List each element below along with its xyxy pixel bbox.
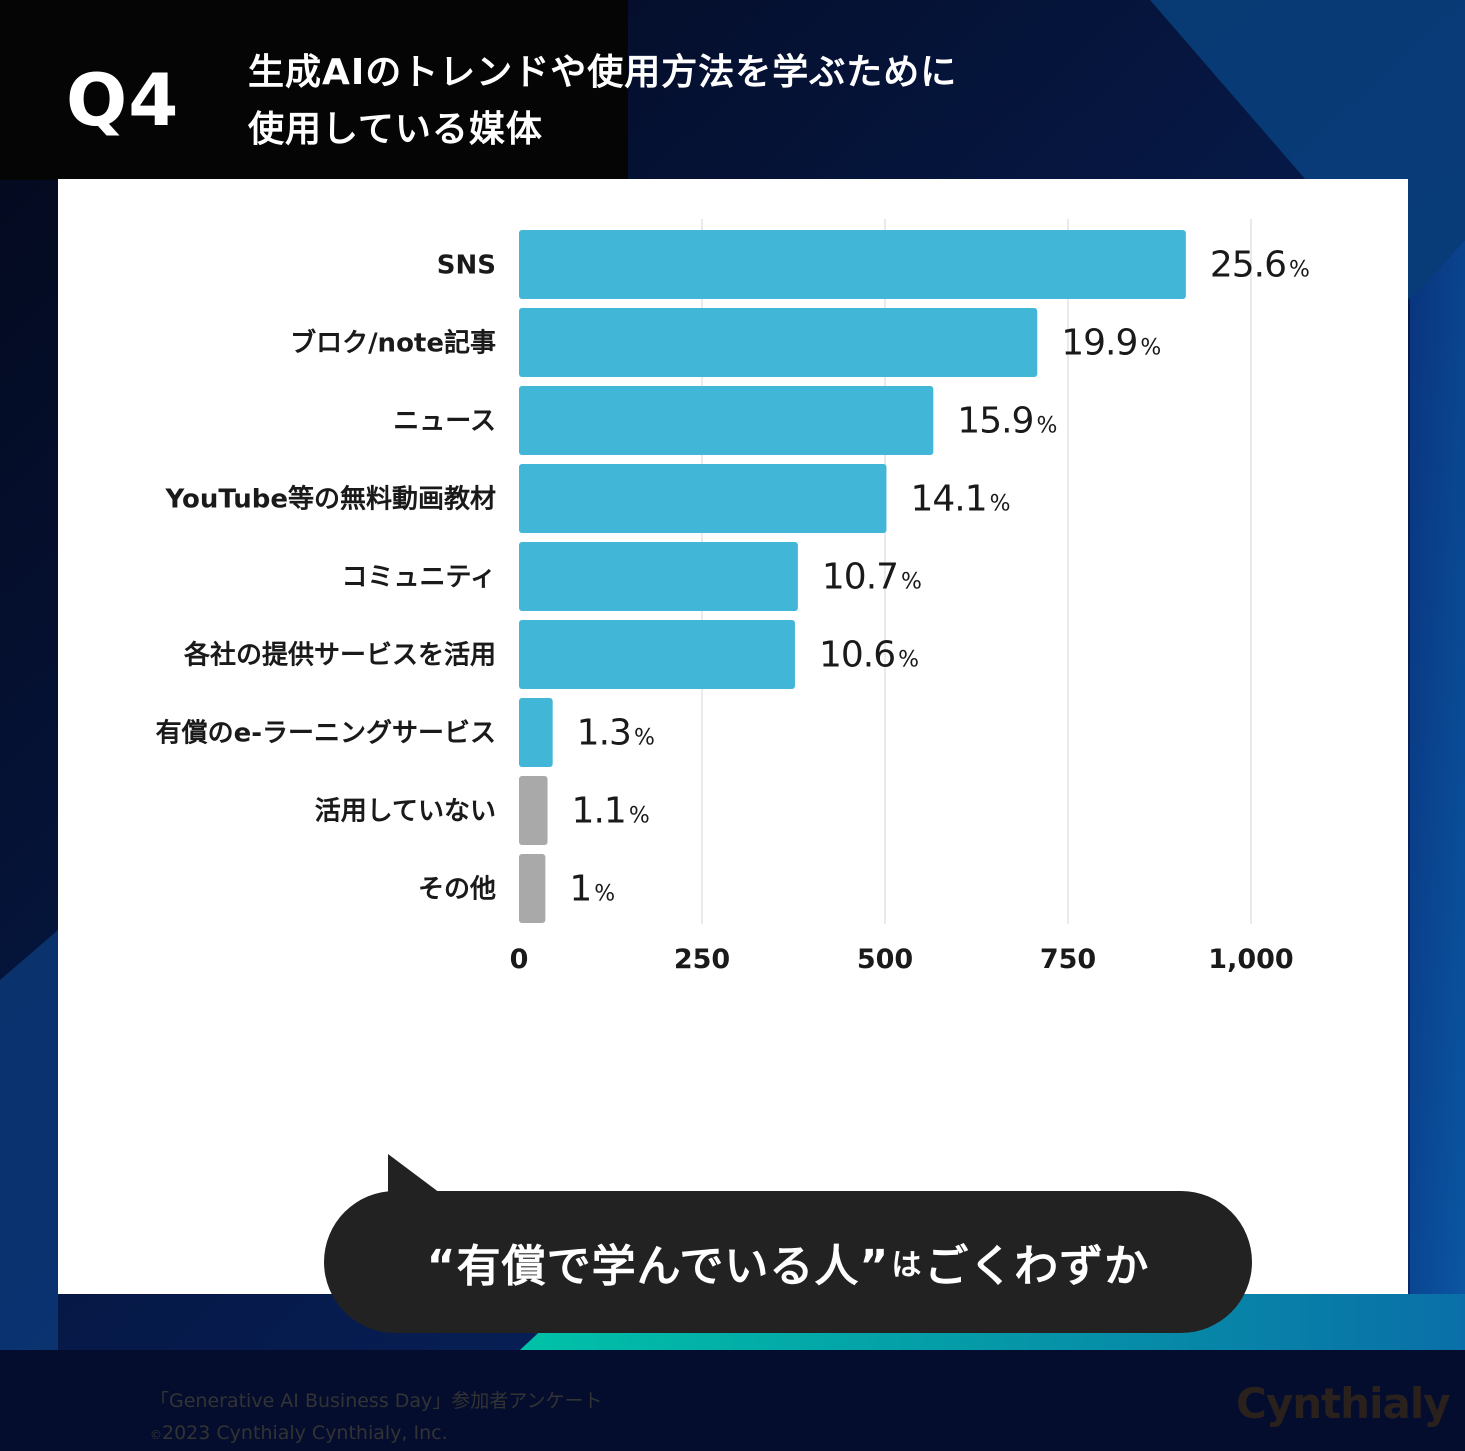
bar <box>519 854 546 923</box>
data-label: 1.3% <box>577 713 654 754</box>
data-label: 14.1% <box>910 479 1009 520</box>
callout-text-part-2: は <box>891 1248 923 1283</box>
category-label: 活用していない <box>315 797 496 827</box>
bar <box>519 386 934 455</box>
source-line: 「Generative AI Business Day」参加者アンケート <box>150 1390 603 1412</box>
x-tick-label: 0 <box>510 944 529 975</box>
source-note: 「Generative AI Business Day」参加者アンケート ©20… <box>150 1385 603 1451</box>
chart-title: 生成AIのトレンドや使用方法を学ぶために 使用している媒体 <box>248 44 1068 158</box>
value-labels: 25.6 % 19.9 %15.9 % 14.1 % 10.7 % 10.6 % 1.3 % 1.1 % 1% <box>569 245 1310 910</box>
category-label: YouTube等の無料動画教材 <box>165 484 496 515</box>
bar <box>519 230 1186 299</box>
x-tick-label: 500 <box>857 944 913 975</box>
data-label: 19.9% <box>1061 323 1160 364</box>
x-axis-ticks: 0 250 500 750 1,000 <box>510 944 1294 975</box>
callout-bubble: “有償で学んでいる人” は ごくわずか <box>324 1191 1252 1333</box>
chart-card: SNS ブロク/note記事ニュース YouTube等の無料動画教材コミュニティ各社… <box>58 179 1451 1444</box>
data-label: 25.6% <box>1210 245 1309 286</box>
category-label: その他 <box>418 875 496 905</box>
bar <box>519 776 548 845</box>
callout-tail <box>388 1154 444 1196</box>
header-background <box>0 0 628 180</box>
category-label: ブロク/note記事 <box>290 328 496 359</box>
callout-text-part-3: ごくわずか <box>924 1241 1150 1292</box>
x-tick-label: 750 <box>1040 944 1096 975</box>
data-label: 1.1% <box>572 791 649 832</box>
callout-text-part-1: “有償で学んでいる人” <box>426 1241 890 1292</box>
bar <box>519 308 1038 377</box>
data-label: 10.6% <box>819 635 918 676</box>
copyright-symbol: © <box>150 1428 162 1442</box>
bar <box>519 464 887 533</box>
data-label: 10.7% <box>822 557 921 598</box>
category-label: コミュニティ <box>342 563 496 593</box>
chart-title-line-1: 生成AIのトレンドや使用方法を学ぶために <box>248 52 958 93</box>
category-label: 各社の提供サービスを活用 <box>183 640 496 671</box>
x-tick-label: 250 <box>674 944 730 975</box>
data-label: 15.9% <box>957 401 1056 442</box>
copyright-line: ©2023 Cynthialy Cynthialy, Inc. <box>150 1417 603 1451</box>
bar <box>519 542 798 611</box>
callout-text: “有償で学んでいる人” は ごくわずか <box>324 1191 1252 1333</box>
chart-title-line-2: 使用している媒体 <box>248 109 543 150</box>
x-tick-label: 1,000 <box>1208 944 1293 975</box>
category-label: 有償のe-ラーニングサービス <box>156 719 496 749</box>
bars <box>519 230 1186 923</box>
category-label: SNS <box>437 251 496 281</box>
brand-logo: Cynthialy <box>1236 1379 1451 1428</box>
copyright-text: 2023 Cynthialy Cynthialy, Inc. <box>162 1422 448 1444</box>
bar <box>519 698 553 767</box>
question-number: Q4 <box>66 58 180 142</box>
bar <box>519 620 795 689</box>
data-label: 1% <box>569 869 614 910</box>
category-label: ニュース <box>393 407 496 437</box>
